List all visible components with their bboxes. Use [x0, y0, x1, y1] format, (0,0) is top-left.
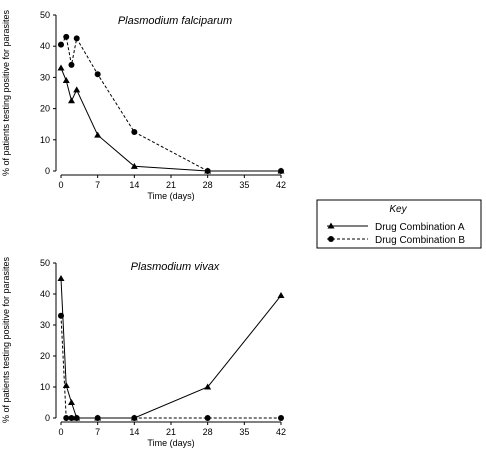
data-point-b [58, 41, 64, 48]
x-tick-label: 7 [95, 180, 100, 190]
x-tick-label: 14 [129, 180, 139, 190]
y-tick-label: 20 [40, 351, 50, 361]
data-point-b [68, 61, 75, 68]
data-point-b [204, 168, 211, 174]
data-point-a [130, 162, 138, 169]
chart-vivax: 0 10 20 30 40 50 0 7 14 21 28 35 42 Plasmodium vivax T… [1, 256, 286, 448]
y-tick-label: 10 [40, 382, 50, 392]
y-axis-label: % of patients testing positive for paras… [1, 9, 11, 176]
series-line-b [60, 35, 281, 172]
data-point-b [63, 33, 70, 40]
x-axis-label: Time (days) [147, 191, 194, 201]
data-point-a [57, 64, 65, 71]
data-point-b [204, 415, 211, 421]
data-point-a [73, 86, 81, 93]
y-tick-label: 20 [40, 104, 50, 114]
x-axis-label: Time (days) [147, 438, 194, 448]
x-tick-label: 28 [203, 427, 213, 437]
data-point-b [94, 71, 101, 78]
x-tick-label: 35 [239, 427, 249, 437]
data-point-b [73, 35, 80, 42]
x-tick-label: 14 [129, 427, 139, 437]
series-line-a [60, 278, 282, 419]
chart-title: Plasmodium falciparum [118, 15, 232, 27]
x-tick-label: 0 [58, 427, 63, 437]
chart-falciparum: 0 10 20 30 40 50 0 7 14 21 28 35 42 Plasmodium falcip… [1, 9, 286, 201]
y-axis-label: % of patients testing positive for paras… [1, 256, 11, 423]
chart-title: Plasmodium vivax [131, 261, 220, 273]
x-tick-label: 0 [58, 180, 63, 190]
legend-title: Key [389, 204, 407, 215]
x-tick-label: 28 [203, 180, 213, 190]
y-tick-label: 30 [40, 72, 50, 82]
legend-marker-a [327, 222, 335, 229]
y-tick-label: 50 [40, 258, 50, 268]
x-tick-label: 21 [166, 180, 176, 190]
data-point-a [277, 292, 285, 299]
x-tick-label: 7 [95, 427, 100, 437]
series-line-a [60, 67, 281, 172]
legend: Key Drug Combination A Drug Combination … [316, 199, 482, 249]
y-tick-label: 0 [45, 413, 50, 423]
data-point-a [62, 77, 70, 84]
data-point-b [131, 415, 138, 421]
y-tick-label: 40 [40, 41, 50, 51]
data-point-b [278, 168, 284, 174]
series-line-b [60, 315, 281, 419]
data-point-a [67, 97, 75, 104]
y-tick-label: 40 [40, 289, 50, 299]
data-point-b [73, 415, 80, 421]
x-tick-label: 42 [276, 180, 286, 190]
x-tick-label: 35 [239, 180, 249, 190]
data-point-b [131, 129, 138, 135]
y-tick-label: 10 [40, 135, 50, 145]
data-point-b [58, 312, 64, 319]
legend-label-b: Drug Combination B [375, 235, 465, 246]
data-point-b [63, 415, 70, 421]
legend-box [316, 199, 482, 249]
y-tick-label: 50 [40, 10, 50, 20]
data-point-a [94, 131, 102, 138]
data-point-a [62, 381, 70, 388]
data-point-b [278, 415, 284, 421]
data-point-a [57, 275, 65, 281]
legend-label-a: Drug Combination A [375, 222, 465, 233]
y-tick-label: 30 [40, 320, 50, 330]
x-tick-label: 42 [276, 427, 286, 437]
data-point-b [94, 415, 101, 421]
x-tick-label: 21 [166, 427, 176, 437]
data-point-b [68, 415, 75, 421]
legend-marker-b [328, 236, 334, 242]
y-tick-label: 0 [45, 166, 50, 176]
data-point-a [204, 383, 212, 390]
data-point-a [67, 399, 75, 405]
